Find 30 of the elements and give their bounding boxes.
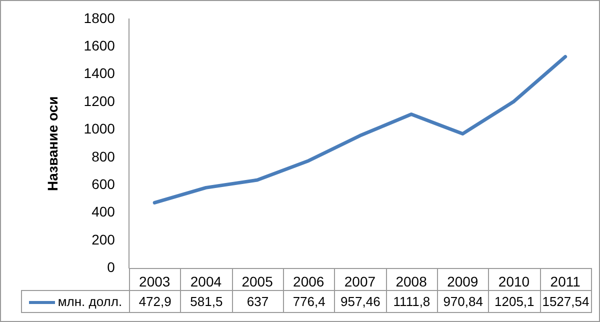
x-tick-label: 2009 xyxy=(447,273,478,290)
y-axis-title: Название оси xyxy=(44,96,60,191)
data-label: 776,4 xyxy=(283,290,335,313)
data-label: 637 xyxy=(232,290,284,313)
data-label: 472,9 xyxy=(129,290,181,313)
x-tick-label: 2010 xyxy=(498,273,530,290)
y-tick-label: 1800 xyxy=(84,10,116,26)
data-label: 957,46 xyxy=(334,290,386,313)
data-label: 1111,8 xyxy=(386,290,438,313)
y-tick-label: 400 xyxy=(92,204,116,220)
x-tick-label: 2006 xyxy=(293,273,324,290)
y-tick-label: 0 xyxy=(107,259,116,276)
y-tick-label: 1400 xyxy=(84,65,116,82)
y-tick-label: 800 xyxy=(92,148,116,164)
data-label: 1205,1 xyxy=(488,290,540,313)
y-tick-label: 1000 xyxy=(84,120,116,137)
y-tick-label: 200 xyxy=(92,231,116,248)
x-tick-label: 2008 xyxy=(396,273,428,290)
y-tick-label: 600 xyxy=(92,176,116,192)
x-tick-label: 2005 xyxy=(242,273,274,290)
x-tick-label: 2004 xyxy=(190,273,222,290)
data-label: 1527,54 xyxy=(540,290,592,313)
x-tick-label: 2003 xyxy=(139,273,170,290)
legend-label: млн. долл. xyxy=(22,290,130,313)
data-label: 970,84 xyxy=(437,290,489,313)
y-tick-label: 1200 xyxy=(84,92,116,109)
x-tick-label: 2011 xyxy=(550,273,581,290)
y-tick-label: 1600 xyxy=(84,38,116,54)
data-label: 581,5 xyxy=(180,290,232,313)
x-tick-label: 2007 xyxy=(344,273,376,290)
